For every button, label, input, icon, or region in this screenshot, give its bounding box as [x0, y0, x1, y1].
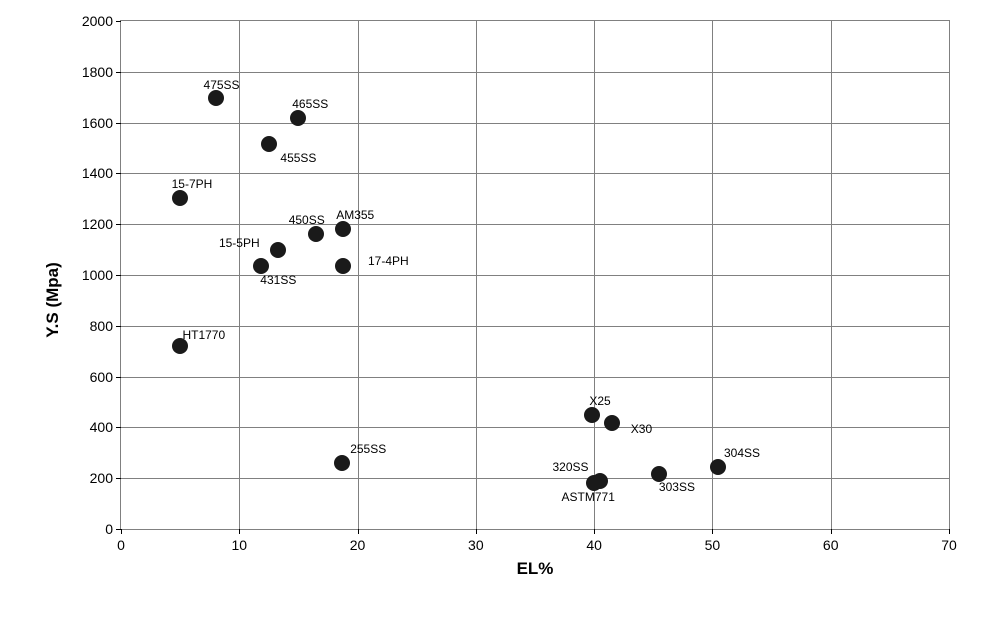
- data-point: [604, 415, 620, 431]
- data-point: [208, 90, 224, 106]
- x-tick-label: 40: [586, 529, 602, 553]
- gridline-h: [121, 123, 949, 124]
- data-point: [308, 226, 324, 242]
- data-point: [172, 190, 188, 206]
- data-point: [335, 221, 351, 237]
- x-tick-label: 60: [823, 529, 839, 553]
- gridline-h: [121, 224, 949, 225]
- x-tick-label: 0: [117, 529, 125, 553]
- gridline-h: [121, 173, 949, 174]
- gridline-h: [121, 427, 949, 428]
- data-label: HT1770: [182, 328, 225, 342]
- data-label: 303SS: [659, 480, 695, 494]
- gridline-v: [831, 21, 832, 529]
- x-axis-label: EL%: [517, 559, 554, 579]
- data-label: X30: [631, 422, 652, 436]
- x-tick-label: 70: [941, 529, 957, 553]
- y-tick-label: 1800: [82, 64, 121, 80]
- gridline-h: [121, 478, 949, 479]
- data-point: [710, 459, 726, 475]
- data-label: 450SS: [289, 213, 325, 227]
- data-point: [270, 242, 286, 258]
- gridline-h: [121, 72, 949, 73]
- data-point: [290, 110, 306, 126]
- data-point: [261, 136, 277, 152]
- gridline-h: [121, 377, 949, 378]
- data-label: 320SS: [552, 460, 588, 474]
- y-tick-label: 400: [90, 419, 121, 435]
- data-label: 17-4PH: [368, 254, 409, 268]
- gridline-v: [476, 21, 477, 529]
- x-tick-label: 20: [350, 529, 366, 553]
- data-point: [253, 258, 269, 274]
- chart-container: Y.S (Mpa) EL% 02004006008001000120014001…: [70, 20, 970, 580]
- x-tick-label: 10: [231, 529, 247, 553]
- gridline-h: [121, 326, 949, 327]
- y-tick-label: 1000: [82, 267, 121, 283]
- gridline-v: [239, 21, 240, 529]
- data-label: 455SS: [280, 151, 316, 165]
- data-label: 304SS: [724, 446, 760, 460]
- y-tick-label: 2000: [82, 13, 121, 29]
- data-label: 15-5PH: [219, 236, 260, 250]
- y-tick-label: 1400: [82, 165, 121, 181]
- data-point: [586, 475, 602, 491]
- y-tick-label: 1200: [82, 216, 121, 232]
- data-label: AM355: [336, 208, 374, 222]
- data-label: ASTM771: [562, 490, 615, 504]
- data-point: [584, 407, 600, 423]
- gridline-v: [594, 21, 595, 529]
- data-label: 465SS: [292, 97, 328, 111]
- data-label: 15-7PH: [172, 177, 213, 191]
- y-tick-label: 200: [90, 470, 121, 486]
- y-tick-label: 800: [90, 318, 121, 334]
- data-point: [335, 258, 351, 274]
- gridline-h: [121, 275, 949, 276]
- y-tick-label: 1600: [82, 115, 121, 131]
- x-tick-label: 30: [468, 529, 484, 553]
- data-label: 255SS: [350, 442, 386, 456]
- y-tick-label: 600: [90, 369, 121, 385]
- data-label: 431SS: [260, 273, 296, 287]
- y-axis-label: Y.S (Mpa): [43, 262, 63, 338]
- plot-area: EL% 020040060080010001200140016001800200…: [120, 20, 950, 530]
- data-label: 475SS: [204, 78, 240, 92]
- x-tick-label: 50: [705, 529, 721, 553]
- data-label: X25: [589, 394, 610, 408]
- gridline-v: [712, 21, 713, 529]
- data-point: [334, 455, 350, 471]
